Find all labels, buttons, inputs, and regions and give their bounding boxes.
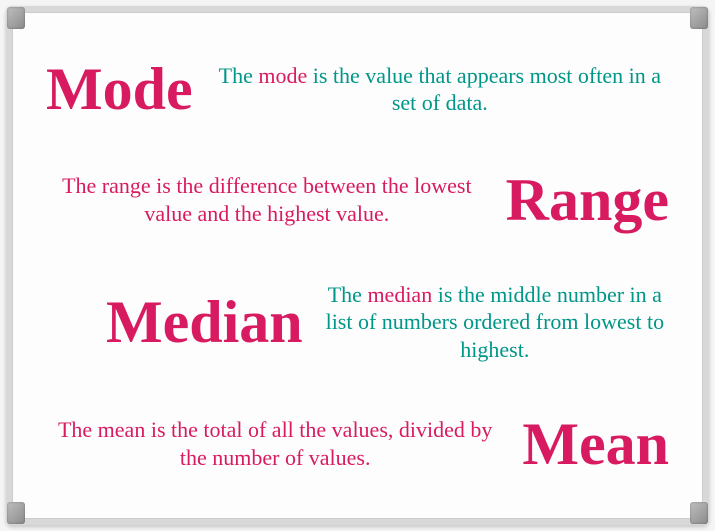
def-range-pre: The: [62, 173, 102, 198]
corner-bracket-bottom-left: [7, 502, 25, 524]
term-mean: Mean: [522, 414, 669, 474]
term-range: Range: [506, 170, 669, 230]
definition-mode: The mode is the value that appears most …: [211, 62, 669, 117]
corner-bracket-top-right: [690, 7, 708, 29]
whiteboard: Mode The mode is the value that appears …: [6, 6, 709, 525]
def-mode-highlight: mode: [258, 63, 307, 88]
row-mean: The mean is the total of all the values,…: [46, 414, 669, 474]
term-mode: Mode: [46, 59, 193, 119]
def-mean-pre: The: [58, 417, 98, 442]
corner-bracket-top-left: [7, 7, 25, 29]
definition-range: The range is the difference between the …: [46, 172, 488, 227]
term-median: Median: [106, 292, 303, 352]
def-range-post: is the difference between the lowest val…: [144, 173, 471, 226]
definition-median: The median is the middle number in a lis…: [321, 281, 669, 364]
row-mode: Mode The mode is the value that appears …: [46, 59, 669, 119]
def-range-highlight: range: [102, 173, 151, 198]
row-range: The range is the difference between the …: [46, 170, 669, 230]
def-mode-pre: The: [219, 63, 259, 88]
def-mean-post: is the total of all the values, divided …: [145, 417, 492, 470]
definition-mean: The mean is the total of all the values,…: [46, 416, 504, 471]
corner-bracket-bottom-right: [690, 502, 708, 524]
def-median-pre: The: [328, 282, 368, 307]
def-mean-highlight: mean: [98, 417, 146, 442]
def-median-highlight: median: [367, 282, 432, 307]
row-median: Median The median is the middle number i…: [46, 281, 669, 364]
def-mode-post: is the value that appears most often in …: [307, 63, 661, 116]
